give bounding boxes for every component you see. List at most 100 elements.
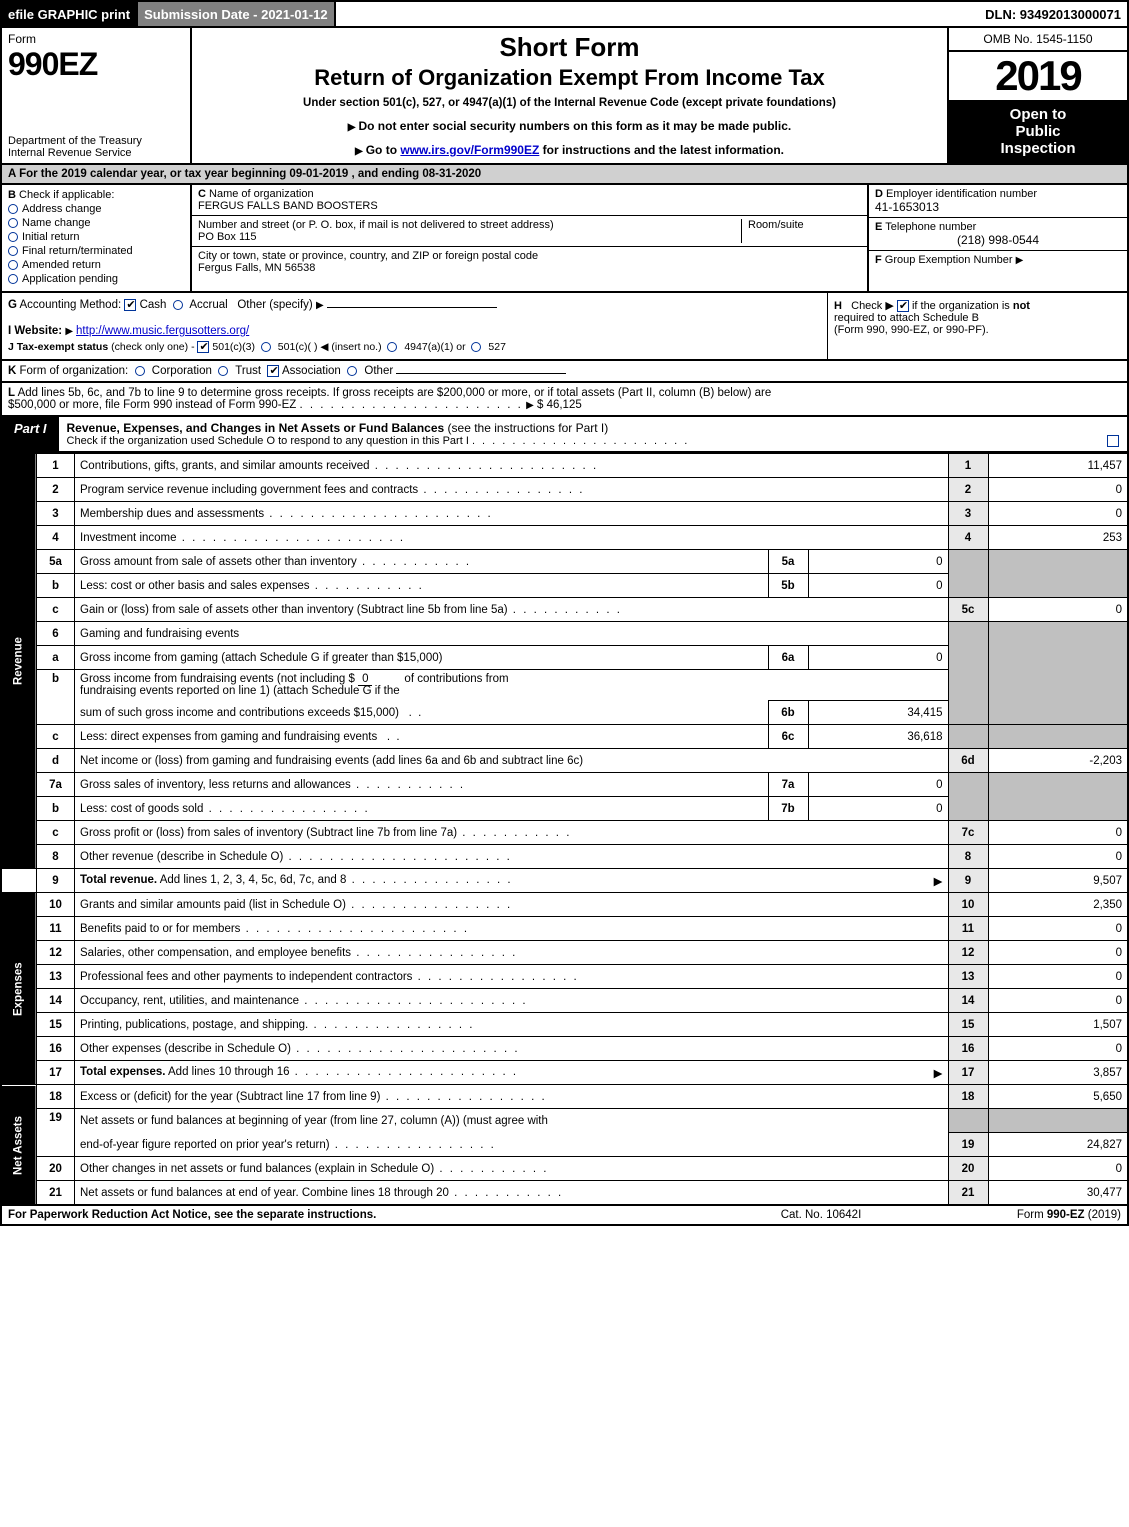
part-1-title-note: (see the instructions for Part I)	[448, 421, 609, 435]
open-line3: Inspection	[1000, 140, 1075, 157]
goto-line: Go to www.irs.gov/Form990EZ for instruct…	[202, 143, 937, 157]
revenue-sidebar: Revenue	[1, 454, 37, 869]
cb-corporation[interactable]	[135, 366, 145, 376]
other-specify-input[interactable]	[327, 307, 497, 308]
col-b-label: Check if applicable:	[19, 189, 114, 201]
row-l: L Add lines 5b, 6c, and 7b to line 9 to …	[0, 383, 1129, 417]
line-2: 2 Program service revenue including gove…	[1, 478, 1128, 502]
room-suite: Room/suite	[741, 219, 861, 243]
line-19-b: end-of-year figure reported on prior yea…	[1, 1133, 1128, 1157]
cb-amended-return[interactable]: Amended return	[8, 259, 184, 271]
column-b: B Check if applicable: Address change Na…	[2, 185, 192, 291]
cb-trust[interactable]	[218, 366, 228, 376]
top-bar: efile GRAPHIC print Submission Date - 20…	[0, 0, 1129, 28]
omb-number: OMB No. 1545-1150	[949, 28, 1127, 52]
cb-final-return[interactable]: Final return/terminated	[8, 245, 184, 257]
goto-link[interactable]: www.irs.gov/Form990EZ	[400, 143, 539, 157]
cb-501c3[interactable]	[197, 341, 209, 353]
part-1-tab: Part I	[2, 417, 59, 451]
org-name-row: C Name of organization FERGUS FALLS BAND…	[192, 185, 867, 216]
h-line3: (Form 990, 990-EZ, or 990-PF).	[834, 324, 989, 336]
row-a-tax-year: A For the 2019 calendar year, or tax yea…	[0, 165, 1129, 185]
part-1-title-block: Revenue, Expenses, and Changes in Net As…	[59, 417, 1127, 451]
website-label: Website:	[14, 325, 62, 337]
topbar-spacer	[336, 2, 980, 26]
cb-initial-return[interactable]: Initial return	[8, 231, 184, 243]
page-footer: For Paperwork Reduction Act Notice, see …	[0, 1206, 1129, 1226]
cb-name-change[interactable]: Name change	[8, 217, 184, 229]
ein-label: Employer identification number	[886, 188, 1037, 200]
cb-other-org[interactable]	[347, 366, 357, 376]
g-label: Accounting Method:	[20, 299, 122, 311]
ein-value: 41-1653013	[875, 200, 939, 214]
dln-label: DLN: 93492013000071	[979, 2, 1127, 26]
entity-block: B Check if applicable: Address change Na…	[0, 185, 1129, 293]
column-c: C Name of organization FERGUS FALLS BAND…	[192, 185, 867, 291]
warning-line: Do not enter social security numbers on …	[202, 119, 937, 133]
group-exemption-label: Group Exemption Number	[885, 254, 1013, 266]
efile-label[interactable]: efile GRAPHIC print	[2, 2, 138, 26]
line-5a: 5a Gross amount from sale of assets othe…	[1, 550, 1128, 574]
other-org-input[interactable]	[396, 373, 566, 374]
line-6d: d Net income or (loss) from gaming and f…	[1, 749, 1128, 773]
footer-right: Form 990-EZ (2019)	[921, 1209, 1121, 1221]
row-h: H Check ▶ if the organization is not req…	[827, 293, 1127, 359]
cb-application-pending[interactable]: Application pending	[8, 273, 184, 285]
line-5c: c Gain or (loss) from sale of assets oth…	[1, 598, 1128, 622]
submission-date: Submission Date - 2021-01-12	[138, 2, 336, 26]
cb-schedule-b-not-required[interactable]	[897, 300, 909, 312]
l-text1: Add lines 5b, 6c, and 7b to line 9 to de…	[18, 387, 772, 399]
line-15: 15 Printing, publications, postage, and …	[1, 1013, 1128, 1037]
line-6: 6 Gaming and fundraising events	[1, 622, 1128, 646]
cb-527[interactable]	[471, 342, 481, 352]
cb-schedule-o-part1[interactable]	[1107, 435, 1119, 447]
line-17: 17 Total expenses. Add lines 10 through …	[1, 1061, 1128, 1085]
phone-label: Telephone number	[885, 221, 976, 233]
k-label: Form of organization:	[20, 365, 129, 377]
expenses-sidebar: Expenses	[1, 893, 37, 1085]
line-6c: c Less: direct expenses from gaming and …	[1, 725, 1128, 749]
org-name-value: FERGUS FALLS BAND BOOSTERS	[198, 200, 378, 212]
l-amount: $ 46,125	[537, 399, 582, 411]
row-i: I Website: http://www.music.fergusotters…	[8, 325, 821, 337]
city-label: City or town, state or province, country…	[198, 250, 538, 262]
line-9: 9 Total revenue. Add lines 1, 2, 3, 4, 5…	[1, 869, 1128, 893]
cb-accrual[interactable]	[173, 300, 183, 310]
line-19-a: 19 Net assets or fund balances at beginn…	[1, 1109, 1128, 1133]
j-label: Tax-exempt status	[17, 341, 108, 353]
ein-cell: D Employer identification number 41-1653…	[869, 185, 1127, 218]
line-18: Net Assets 18 Excess or (deficit) for th…	[1, 1085, 1128, 1109]
phone-cell: E Telephone number (218) 998-0544	[869, 218, 1127, 251]
header-right: OMB No. 1545-1150 2019 Open to Public In…	[947, 28, 1127, 163]
address-label: Number and street (or P. O. box, if mail…	[198, 219, 554, 231]
open-line1: Open to	[1010, 106, 1067, 123]
city-row: City or town, state or province, country…	[192, 247, 867, 277]
accounting-website-block: G Accounting Method: Cash Accrual Other …	[2, 293, 827, 359]
line-13: 13 Professional fees and other payments …	[1, 965, 1128, 989]
line-20: 20 Other changes in net assets or fund b…	[1, 1157, 1128, 1181]
cb-association[interactable]	[267, 365, 279, 377]
part-1-title: Revenue, Expenses, and Changes in Net As…	[67, 421, 445, 435]
net-assets-sidebar: Net Assets	[1, 1085, 37, 1205]
org-name-label: Name of organization	[209, 188, 314, 200]
tax-year: 2019	[949, 52, 1127, 100]
part-1-table: Revenue 1 Contributions, gifts, grants, …	[0, 453, 1129, 1206]
cb-cash[interactable]	[124, 299, 136, 311]
cb-501c[interactable]	[261, 342, 271, 352]
website-link[interactable]: http://www.music.fergusotters.org/	[76, 325, 249, 337]
row-gh: G Accounting Method: Cash Accrual Other …	[0, 293, 1129, 361]
open-line2: Public	[1015, 123, 1060, 140]
goto-pre: Go to	[366, 143, 401, 157]
h-line2: required to attach Schedule B	[834, 312, 979, 324]
header-middle: Short Form Return of Organization Exempt…	[192, 28, 947, 163]
line-1: Revenue 1 Contributions, gifts, grants, …	[1, 454, 1128, 478]
form-header: Form 990EZ Department of the Treasury In…	[0, 28, 1129, 165]
address-row: Number and street (or P. O. box, if mail…	[192, 216, 867, 247]
form-title-1: Short Form	[202, 32, 937, 63]
footer-cat: Cat. No. 10642I	[721, 1209, 921, 1221]
cb-4947[interactable]	[387, 342, 397, 352]
line-14: 14 Occupancy, rent, utilities, and maint…	[1, 989, 1128, 1013]
department-label: Department of the Treasury Internal Reve…	[8, 135, 184, 159]
cb-address-change[interactable]: Address change	[8, 203, 184, 215]
row-j: J Tax-exempt status (check only one) - 5…	[8, 341, 821, 353]
